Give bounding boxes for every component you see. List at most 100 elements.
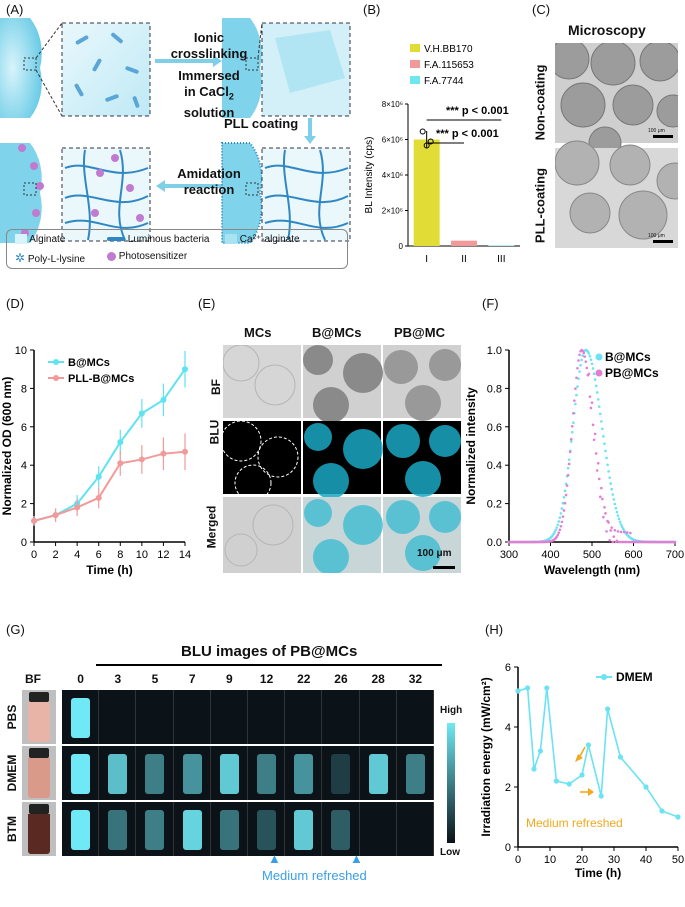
row-merged: Merged [204,505,219,549]
data-point [427,138,434,145]
scale-bar [653,135,673,138]
spectrum-point [629,531,632,535]
data-point [117,460,124,467]
y-tick-label: 8 [21,383,27,395]
legend-label: DMEM [616,670,653,684]
spectrum-point [602,515,605,519]
spectrum-point [597,405,601,408]
y-tick-label: 4 [21,460,27,472]
legend-marker-1 [53,375,59,381]
spectrum-point [611,493,615,496]
g-bf-vial [22,802,56,856]
g-blu-cell [99,802,137,856]
panel-d-label: (D) [6,296,25,311]
spectrum-point [572,421,575,425]
data-point [182,366,188,373]
data-point [423,142,430,149]
x-axis-label: Wavelength (nm) [544,563,640,577]
ca-alginate-swatch [225,234,237,245]
microscopy-images [555,43,678,248]
spectrum-point [590,362,594,366]
data-point [566,781,572,787]
spectrum-point [591,423,595,427]
g-blu-cell [173,802,211,856]
spectrum-point [567,458,571,461]
spectrum-point [566,473,570,477]
panel-g-label: (G) [6,622,25,637]
g-bf-vial [22,746,56,800]
sig-label-2: *** p < 0.001 [436,128,499,140]
y-tick-label: 0.2 [487,499,502,511]
panel-b-label: (B) [363,2,381,17]
spectrum-point [601,497,604,501]
g-low-label: Low [440,847,460,858]
chart-b: V.H.BB170 F.A.115653 F.A.7744 0 2×10⁶ 4×10⁶ 6×… [364,44,520,265]
bar-I [413,139,440,246]
spectrum-point [617,517,621,521]
y-tick-label: 0.6 [487,422,502,434]
g-time-3: 3 [114,672,122,686]
spectrum-point [576,366,579,370]
spectrum-point [624,540,628,544]
spectrum-point [583,355,587,358]
data-point [160,450,167,457]
data-point [585,742,591,748]
y-tick-label: 2 [505,782,511,794]
x-tick-label: 10 [136,549,148,561]
spectrum-point [566,466,570,470]
spectrum-point [597,477,601,481]
spectrum-point [608,538,611,542]
x-tick-label: 2 [53,549,59,561]
g-blu-cell [396,690,434,744]
y-tick-label: 0 [399,242,404,251]
g-blu-cell [248,802,286,856]
spectrum-point [588,354,592,358]
data-point [95,494,102,501]
y-tick-label: 0.0 [487,537,502,549]
spectrum-point [576,385,579,388]
spectrum-point [565,484,569,487]
bar-III [488,245,515,246]
spectrum-point [561,501,565,505]
g-time-9: 9 [226,672,233,686]
data-point [182,448,188,455]
spectrum-point [622,530,626,534]
spectrum-point [582,351,585,355]
arrow-1-head [575,754,583,762]
spectrum-point [581,349,584,353]
y-tick-label: 1.0 [487,345,502,357]
spectrum-point [673,540,677,544]
sig-label-1: *** p < 0.001 [446,105,509,117]
g-blu-cell [210,690,248,744]
spectrum-point [609,529,612,532]
legend-swatch-0 [410,44,420,52]
data-point [95,473,102,480]
g-medium-refreshed: Medium refreshed [262,868,367,883]
data-point [117,439,124,446]
spectrum-point [619,530,623,534]
spectrum-point [575,376,578,380]
panel-c-label: (C) [532,2,551,17]
alginate-bead [0,18,42,118]
spectrum-point [559,512,563,515]
spectrum-point [614,506,618,510]
spectrum-point [604,512,607,515]
spectrum-point [599,495,602,499]
chart-f: 300 400 500 600 700 0.0 0.2 0.4 0.6 0.8 1.0 B@MCs PB… [464,345,684,577]
spectrum-point [613,502,617,506]
chart-h: 0 10 20 30 40 50 0 2 4 6 DMEM Medium refreshed Time … [479,662,684,880]
c-scale-text-1: 100 μm [648,128,665,134]
spectrum-point [557,531,561,534]
x-axis-label: Time (h) [86,563,132,577]
y-axis-label: BL Intensity (cps) [364,137,375,214]
y-tick-label: 6 [21,422,27,434]
spectrum-point [593,378,597,381]
legend-marker-0 [53,359,59,365]
spectrum-point [564,493,568,497]
g-blu-cell [62,690,100,744]
e-scale-text: 100 μm [417,548,452,559]
spectrum-point [615,510,619,514]
spectrum-point [595,391,599,394]
spectrum-point [557,520,561,523]
step-pll-coating: PLL coating [224,116,299,131]
